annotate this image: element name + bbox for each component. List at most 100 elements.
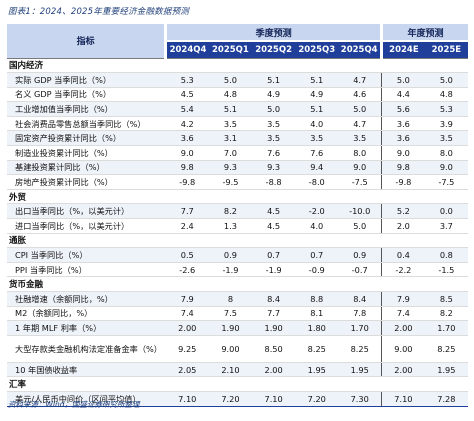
value-cell: 1.3 — [208, 218, 253, 234]
column-header: 2024E — [380, 41, 425, 58]
column-header: 2025Q2 — [252, 41, 296, 58]
section-row: 货币金融 — [7, 276, 468, 292]
row-label: 出口当季同比（%，以美元计） — [7, 203, 166, 220]
value-cell: -9.8 — [165, 174, 209, 190]
value-cell: 5.2 — [381, 203, 425, 220]
value-cell: 3.5 — [252, 116, 296, 132]
column-header: 2025Q3 — [295, 41, 339, 58]
value-cell: 9.0 — [165, 145, 209, 161]
annual-group-header: 年度预测 — [380, 24, 468, 42]
value-cell: -1.9 — [252, 262, 296, 278]
value-cell: 3.5 — [338, 130, 382, 147]
value-cell: 3.5 — [252, 130, 296, 147]
value-cell: 8.4 — [338, 291, 382, 307]
value-cell: 4.4 — [381, 87, 425, 103]
table-row: 社融增速（余额同比，%） 7.9 8 8.4 8.8 8.4 7.9 8.5 — [7, 291, 468, 307]
value-cell: 8.50 — [252, 335, 296, 363]
value-cell: 5.0 — [208, 72, 253, 88]
value-cell: -8.8 — [252, 174, 296, 190]
table-row: 房地产投资累计同比（%） -9.8 -9.5 -8.8 -8.0 -7.5 -9.8 -7.5 — [7, 174, 468, 190]
value-cell: -9.5 — [208, 174, 253, 190]
value-cell: 9.00 — [208, 335, 253, 363]
value-cell: 4.6 — [338, 87, 382, 103]
value-cell: 2.00 — [252, 362, 296, 378]
value-cell: 2.00 — [165, 320, 209, 336]
table-row: 10 年国债收益率 2.05 2.10 2.00 1.95 1.95 2.00 1.95 — [7, 362, 468, 378]
value-cell: 7.10 — [165, 391, 209, 407]
value-cell: 2.4 — [165, 218, 209, 234]
section-row: 汇率 — [7, 376, 468, 392]
value-cell: 9.0 — [338, 160, 382, 176]
value-cell: 8.0 — [338, 145, 382, 161]
value-cell: -7.5 — [338, 174, 382, 190]
section-title: 国内经济 — [7, 57, 468, 74]
value-cell: 0.5 — [165, 247, 209, 263]
value-cell: 8.8 — [295, 291, 339, 307]
value-cell: 9.4 — [295, 160, 339, 176]
value-cell: 4.8 — [424, 87, 468, 103]
value-cell: 7.0 — [208, 145, 253, 161]
value-cell: 9.8 — [381, 160, 425, 176]
table-row: 制造业投资累计同比（%） 9.0 7.0 7.6 7.6 8.0 9.0 8.0 — [7, 145, 468, 161]
value-cell: 7.4 — [165, 306, 209, 322]
row-label: CPI 当季同比（%） — [7, 247, 166, 263]
value-cell: 7.9 — [381, 291, 425, 307]
value-cell: 5.1 — [295, 72, 339, 88]
value-cell: 1.90 — [208, 320, 253, 336]
column-header: 2024Q4 — [165, 41, 209, 58]
table-row: 社会消费品零售总额当季同比（%） 4.2 3.5 3.5 4.0 4.7 3.6 3.9 — [7, 116, 468, 132]
value-cell: 8.25 — [424, 335, 468, 363]
value-cell: 2.05 — [165, 362, 209, 378]
value-cell: -0.9 — [295, 262, 339, 278]
value-cell: 0.4 — [381, 247, 425, 263]
value-cell: 7.30 — [338, 391, 382, 407]
value-cell: 0.9 — [338, 247, 382, 263]
value-cell: 9.0 — [381, 145, 425, 161]
value-cell: 2.0 — [381, 218, 425, 234]
value-cell: 3.6 — [165, 130, 209, 147]
value-cell: -2.6 — [165, 262, 209, 278]
value-cell: 8.2 — [208, 203, 253, 220]
row-label: 10 年国债收益率 — [7, 362, 166, 378]
value-cell: 9.25 — [165, 335, 209, 363]
value-cell: 8.2 — [424, 306, 468, 322]
table-row: CPI 当季同比（%） 0.5 0.9 0.7 0.7 0.9 0.4 0.8 — [7, 247, 468, 263]
value-cell: -1.9 — [208, 262, 253, 278]
value-cell: 5.1 — [295, 101, 339, 117]
table-row: M2（余额同比，%） 7.4 7.5 7.7 8.1 7.8 7.4 8.2 — [7, 306, 468, 322]
value-cell: 8.5 — [424, 291, 468, 307]
table-row: 实际 GDP 当季同比（%） 5.3 5.0 5.1 5.1 4.7 5.0 5.0 — [7, 72, 468, 88]
value-cell: 4.2 — [165, 116, 209, 132]
value-cell: 7.10 — [381, 391, 425, 407]
value-cell: 1.95 — [338, 362, 382, 378]
value-cell: 9.8 — [165, 160, 209, 176]
table-row: 工业增加值当季同比（%） 5.4 5.1 5.0 5.1 5.0 5.6 5.3 — [7, 101, 468, 117]
value-cell: -9.8 — [381, 174, 425, 190]
value-cell: 8.1 — [295, 306, 339, 322]
section-title: 外贸 — [7, 188, 468, 205]
value-cell: 3.7 — [424, 218, 468, 234]
value-cell: 3.6 — [381, 116, 425, 132]
value-cell: 7.20 — [295, 391, 339, 407]
row-label: 进口当季同比（%，以美元计） — [7, 218, 166, 234]
value-cell: 8 — [208, 291, 253, 307]
row-label: M2（余额同比，%） — [7, 306, 166, 322]
value-cell: 8.25 — [295, 335, 339, 363]
row-label: 社融增速（余额同比，%） — [7, 291, 166, 307]
value-cell: 7.6 — [295, 145, 339, 161]
value-cell: 4.9 — [252, 87, 296, 103]
value-cell: 5.0 — [252, 101, 296, 117]
value-cell: 7.20 — [208, 391, 253, 407]
value-cell: -1.5 — [424, 262, 468, 278]
column-header: 2025E — [424, 41, 468, 58]
row-label: 美元/人民币中间价（区间平均值） — [7, 391, 166, 407]
row-label: 实际 GDP 当季同比（%） — [7, 72, 166, 88]
section-row: 外贸 — [7, 188, 468, 205]
row-label: 固定资产投资累计同比（%） — [7, 130, 166, 147]
value-cell: 0.9 — [208, 247, 253, 263]
value-cell: 7.10 — [252, 391, 296, 407]
value-cell: 1.90 — [252, 320, 296, 336]
value-cell: 1.70 — [424, 320, 468, 336]
column-header: 2025Q1 — [208, 41, 253, 58]
value-cell: 4.0 — [295, 116, 339, 132]
